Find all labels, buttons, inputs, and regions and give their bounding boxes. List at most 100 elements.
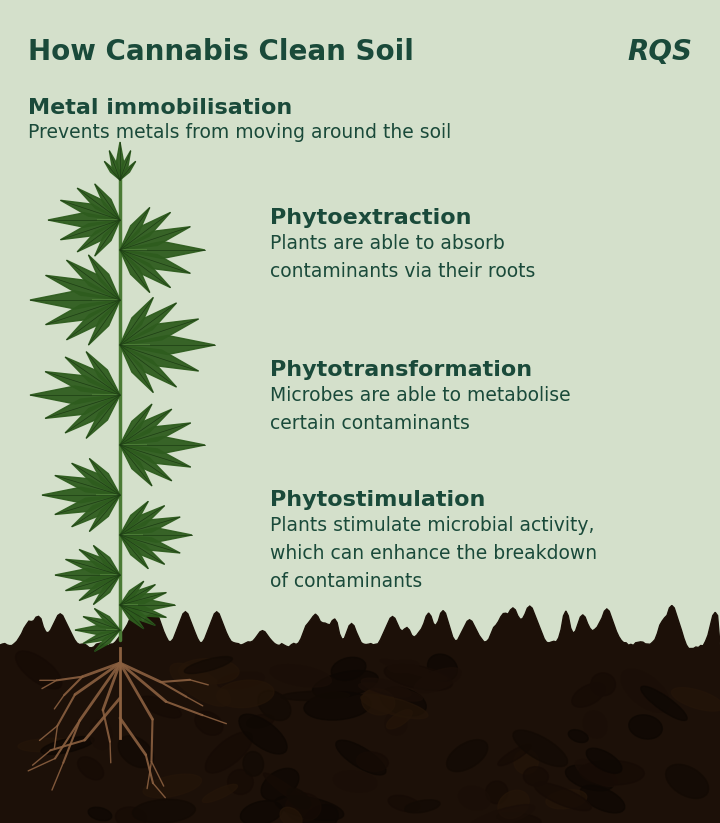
Polygon shape xyxy=(120,250,171,287)
Polygon shape xyxy=(120,517,180,535)
Ellipse shape xyxy=(304,692,371,720)
Polygon shape xyxy=(72,495,120,527)
Ellipse shape xyxy=(498,745,531,765)
Polygon shape xyxy=(120,505,164,535)
Ellipse shape xyxy=(118,736,153,768)
Polygon shape xyxy=(120,584,156,605)
Polygon shape xyxy=(89,300,120,345)
Polygon shape xyxy=(120,345,199,371)
Ellipse shape xyxy=(41,737,94,755)
Polygon shape xyxy=(120,303,176,345)
Ellipse shape xyxy=(459,786,490,810)
Polygon shape xyxy=(45,300,120,324)
Ellipse shape xyxy=(361,695,428,718)
Polygon shape xyxy=(84,630,120,644)
Ellipse shape xyxy=(170,663,230,706)
Ellipse shape xyxy=(18,738,78,752)
Ellipse shape xyxy=(575,760,618,787)
Polygon shape xyxy=(120,250,190,273)
Polygon shape xyxy=(45,276,120,300)
Ellipse shape xyxy=(264,773,312,809)
Polygon shape xyxy=(120,605,156,625)
Polygon shape xyxy=(45,395,120,418)
Ellipse shape xyxy=(496,812,541,823)
Ellipse shape xyxy=(275,796,343,821)
Ellipse shape xyxy=(641,686,687,720)
Ellipse shape xyxy=(414,667,461,693)
Polygon shape xyxy=(120,319,199,345)
Ellipse shape xyxy=(287,788,310,809)
Ellipse shape xyxy=(513,730,567,766)
Polygon shape xyxy=(120,605,166,617)
Ellipse shape xyxy=(16,651,62,689)
Ellipse shape xyxy=(88,807,112,821)
Ellipse shape xyxy=(312,671,378,699)
Polygon shape xyxy=(60,220,120,239)
Ellipse shape xyxy=(336,740,386,775)
Text: How Cannabis Clean Soil: How Cannabis Clean Soil xyxy=(28,38,414,66)
Ellipse shape xyxy=(202,784,238,802)
Polygon shape xyxy=(0,606,720,823)
Ellipse shape xyxy=(498,790,529,819)
Ellipse shape xyxy=(428,654,457,681)
Ellipse shape xyxy=(115,807,147,823)
Polygon shape xyxy=(120,241,205,258)
Ellipse shape xyxy=(514,750,539,774)
Ellipse shape xyxy=(546,790,587,809)
Polygon shape xyxy=(89,255,120,300)
Text: Phytostimulation: Phytostimulation xyxy=(270,490,485,510)
Text: Metal immobilisation: Metal immobilisation xyxy=(28,98,292,118)
Polygon shape xyxy=(66,575,120,591)
Ellipse shape xyxy=(333,771,377,793)
Ellipse shape xyxy=(485,781,508,804)
Text: Prevents metals from moving around the soil: Prevents metals from moving around the s… xyxy=(28,123,451,142)
Ellipse shape xyxy=(143,774,202,797)
Ellipse shape xyxy=(280,807,302,823)
Polygon shape xyxy=(120,151,130,180)
Polygon shape xyxy=(120,445,191,467)
Polygon shape xyxy=(55,476,120,495)
Polygon shape xyxy=(120,605,144,629)
Polygon shape xyxy=(120,161,135,180)
Polygon shape xyxy=(120,528,192,542)
Ellipse shape xyxy=(385,713,407,735)
Polygon shape xyxy=(95,220,120,256)
Ellipse shape xyxy=(356,752,388,771)
Ellipse shape xyxy=(303,805,338,823)
Ellipse shape xyxy=(282,691,349,700)
Polygon shape xyxy=(84,616,120,630)
Polygon shape xyxy=(120,298,153,345)
Polygon shape xyxy=(95,184,120,220)
Polygon shape xyxy=(120,581,144,605)
Ellipse shape xyxy=(261,769,299,801)
Ellipse shape xyxy=(243,751,264,776)
Polygon shape xyxy=(86,351,120,395)
Text: Phytoextraction: Phytoextraction xyxy=(270,208,472,228)
Ellipse shape xyxy=(140,696,181,718)
Ellipse shape xyxy=(534,783,591,811)
Polygon shape xyxy=(120,535,148,569)
Polygon shape xyxy=(55,569,120,582)
Polygon shape xyxy=(55,495,120,514)
Polygon shape xyxy=(30,291,120,309)
Ellipse shape xyxy=(565,765,613,791)
Ellipse shape xyxy=(405,800,440,813)
Ellipse shape xyxy=(240,801,282,823)
Polygon shape xyxy=(120,445,172,481)
Ellipse shape xyxy=(90,720,112,750)
Polygon shape xyxy=(72,463,120,495)
Ellipse shape xyxy=(568,730,588,742)
Polygon shape xyxy=(109,151,120,180)
Polygon shape xyxy=(120,336,215,355)
Polygon shape xyxy=(77,188,120,220)
Polygon shape xyxy=(66,560,120,575)
Polygon shape xyxy=(30,386,120,404)
Ellipse shape xyxy=(179,658,239,684)
Ellipse shape xyxy=(586,748,622,774)
Polygon shape xyxy=(120,409,172,445)
Polygon shape xyxy=(120,599,175,611)
Polygon shape xyxy=(120,501,148,535)
Ellipse shape xyxy=(246,714,274,728)
Polygon shape xyxy=(42,487,120,503)
Polygon shape xyxy=(79,575,120,601)
